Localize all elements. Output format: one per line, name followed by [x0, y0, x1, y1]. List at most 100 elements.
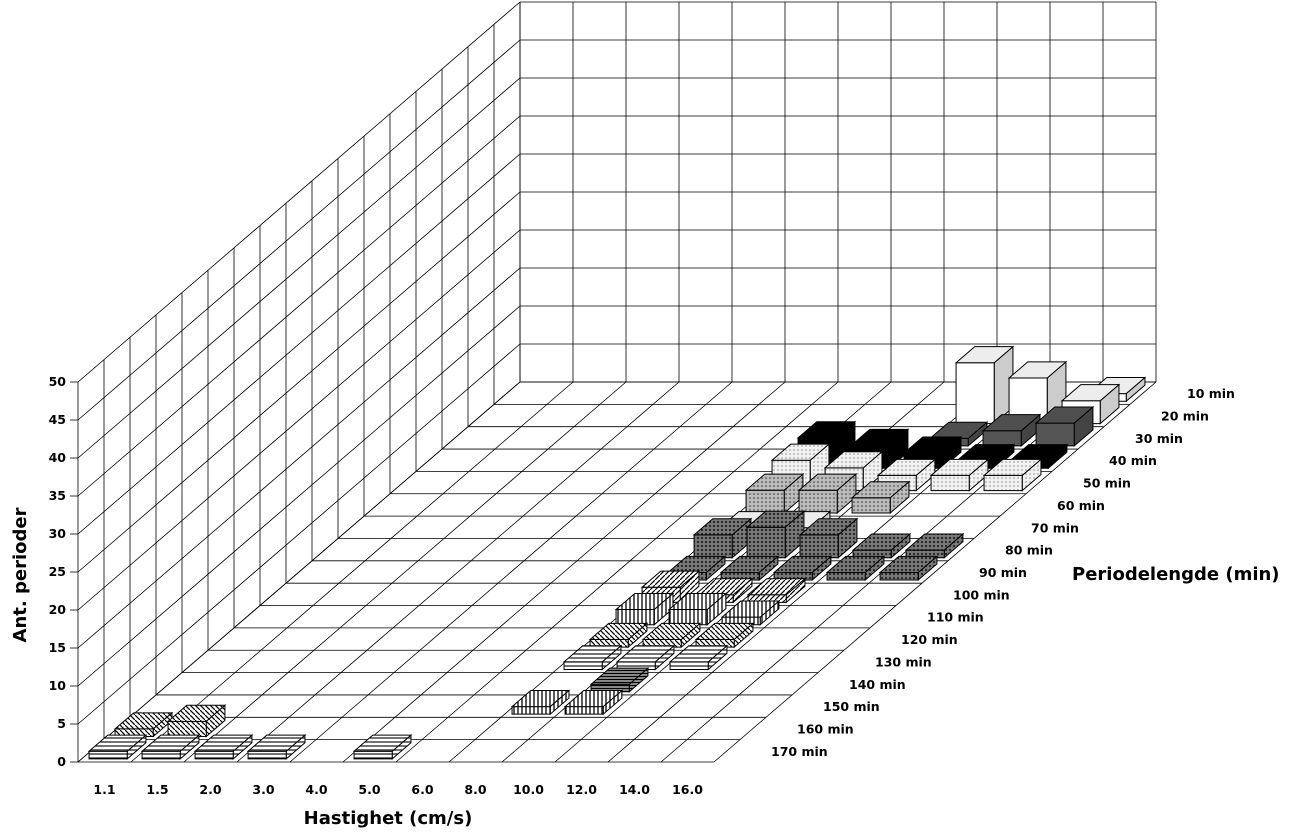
bar-top — [902, 436, 963, 454]
y-axis-title: Ant. perioder — [10, 507, 31, 642]
bar-top — [796, 421, 857, 439]
bar — [667, 592, 728, 626]
bar-top — [719, 555, 780, 573]
z-tick-label: 150 min — [823, 699, 880, 714]
bar-top — [851, 533, 912, 551]
bar — [744, 473, 805, 515]
z-tick-label: 70 min — [1031, 520, 1079, 535]
bar-top — [1034, 406, 1095, 424]
bar-front — [1035, 422, 1075, 447]
y-tick-label: 0 — [57, 754, 66, 769]
bar — [193, 734, 254, 760]
z-tick-label: 50 min — [1083, 476, 1131, 491]
bar-front — [955, 362, 995, 425]
bar — [825, 555, 886, 582]
z-tick-label: 80 min — [1005, 543, 1053, 558]
bar-front — [851, 497, 891, 514]
z-tick-label: 110 min — [927, 610, 984, 625]
bar-top — [823, 451, 884, 469]
bar — [798, 517, 859, 559]
z-tick-label: 60 min — [1057, 498, 1105, 513]
bar-top — [510, 689, 571, 708]
bar-top — [1060, 384, 1121, 402]
bar-top — [798, 518, 859, 536]
y-tick-label: 20 — [49, 602, 67, 617]
bar-top — [746, 578, 807, 596]
bar-front — [799, 534, 839, 559]
bar — [166, 704, 227, 738]
bar-top — [770, 443, 831, 461]
bar — [113, 711, 174, 738]
floor-gridline — [236, 381, 680, 763]
x-tick-label: 16.0 — [672, 782, 703, 797]
side-gridline — [77, 229, 521, 611]
bar-top — [140, 734, 201, 752]
bar — [797, 473, 858, 515]
x-tick-label: 3.0 — [252, 782, 274, 797]
z-tick-label: 130 min — [875, 654, 932, 669]
bar — [588, 622, 649, 649]
y-tick-label: 45 — [49, 412, 66, 427]
bar — [719, 555, 780, 582]
bar-front — [88, 750, 128, 760]
bar-top — [352, 734, 413, 752]
z-axis-title: Periodelengde (min) — [1072, 564, 1280, 585]
x-tick-label: 12.0 — [566, 782, 597, 797]
bar-front — [167, 720, 207, 738]
floor-gridline — [130, 381, 574, 763]
bar — [746, 577, 807, 604]
bar — [954, 345, 1015, 425]
bar — [851, 532, 912, 559]
y-tick-label: 25 — [49, 564, 66, 579]
z-tick-label: 100 min — [953, 587, 1010, 602]
bar — [87, 734, 148, 760]
bar-top — [981, 414, 1042, 432]
bar-top — [720, 600, 781, 618]
bar-front — [798, 489, 838, 514]
bar-front — [564, 706, 604, 715]
bar-top — [929, 458, 990, 476]
z-tick-label: 30 min — [1135, 431, 1183, 446]
bar-top — [668, 645, 729, 663]
bar — [510, 689, 571, 716]
bar — [692, 517, 753, 559]
bar — [615, 644, 676, 671]
bar — [720, 599, 781, 626]
side-gridline — [77, 77, 521, 459]
bar — [1034, 405, 1095, 448]
bar-front — [669, 661, 709, 670]
bar-front — [563, 661, 603, 670]
side-gridline — [77, 1, 521, 383]
z-tick-label: 10 min — [1187, 386, 1235, 401]
x-tick-label: 5.0 — [358, 782, 380, 797]
bar-top — [563, 689, 624, 708]
bar-front — [141, 750, 181, 760]
bar — [929, 458, 990, 492]
bar — [878, 555, 939, 582]
bar-top — [849, 428, 910, 446]
bar — [562, 644, 623, 671]
bar-front — [983, 474, 1023, 492]
bar-front — [930, 474, 970, 492]
bar-top — [1007, 361, 1068, 379]
bar-top — [954, 346, 1015, 364]
bar-top — [166, 704, 227, 722]
z-tick-label: 40 min — [1109, 453, 1157, 468]
y-tick-label: 15 — [49, 640, 66, 655]
bar-top — [588, 622, 649, 641]
floor-gridline — [713, 381, 1157, 763]
side-gridline — [77, 267, 521, 649]
x-tick-label: 8.0 — [464, 782, 486, 797]
z-tick-label: 140 min — [849, 677, 906, 692]
bar-top — [982, 458, 1043, 476]
y-tick-label: 10 — [49, 678, 67, 693]
bar-top — [878, 555, 939, 573]
bar-top — [615, 645, 676, 663]
bar — [352, 734, 413, 760]
bar-front — [615, 609, 655, 626]
x-axis-title: Hastighet (cm/s) — [304, 808, 473, 829]
side-gridline — [77, 381, 521, 763]
x-tick-label: 4.0 — [305, 782, 327, 797]
bar-front — [668, 609, 708, 626]
